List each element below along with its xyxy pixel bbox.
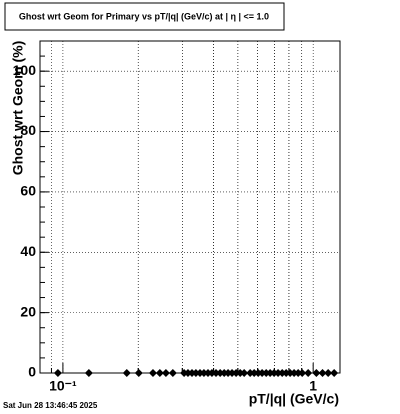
y-tick-label: 0 <box>28 364 36 380</box>
marker <box>134 369 143 377</box>
marker <box>211 369 220 377</box>
marker <box>84 369 93 377</box>
y-tick-label: 60 <box>20 183 36 199</box>
marker <box>274 369 283 377</box>
chart-title: Ghost wrt Geom for Primary vs pT/|q| (Ge… <box>19 11 269 21</box>
marker <box>250 369 259 377</box>
marker <box>304 369 313 377</box>
x-tick-label: 10⁻¹ <box>49 378 77 394</box>
marker <box>290 369 299 377</box>
marker <box>258 369 267 377</box>
x-tick-label: 1 <box>309 378 317 394</box>
y-axis-label: Ghost wrt Geom (%) <box>10 41 26 176</box>
marker <box>324 369 333 377</box>
marker <box>312 369 321 377</box>
y-tick-label: 100 <box>13 62 37 78</box>
marker <box>199 369 208 377</box>
y-tick-label: 80 <box>20 122 36 138</box>
marker <box>53 369 62 377</box>
marker <box>216 369 225 377</box>
marker <box>155 369 164 377</box>
marker <box>240 369 249 377</box>
marker <box>228 369 237 377</box>
marker <box>183 369 192 377</box>
title-box <box>4 2 285 31</box>
y-tick-label: 20 <box>20 303 36 319</box>
marker <box>246 369 255 377</box>
y-tick-label: 40 <box>20 243 36 259</box>
marker <box>168 369 177 377</box>
marker <box>298 369 307 377</box>
marker <box>330 369 339 377</box>
marker <box>318 369 327 377</box>
timestamp: Sat Jun 28 13:46:45 2025 <box>3 401 98 410</box>
marker <box>207 369 216 377</box>
marker <box>122 369 131 377</box>
marker <box>191 369 200 377</box>
marker <box>294 369 303 377</box>
marker <box>148 369 157 377</box>
marker <box>161 369 170 377</box>
marker <box>232 369 241 377</box>
x-axis-label: pT/|q| (GeV/c) <box>249 391 339 407</box>
